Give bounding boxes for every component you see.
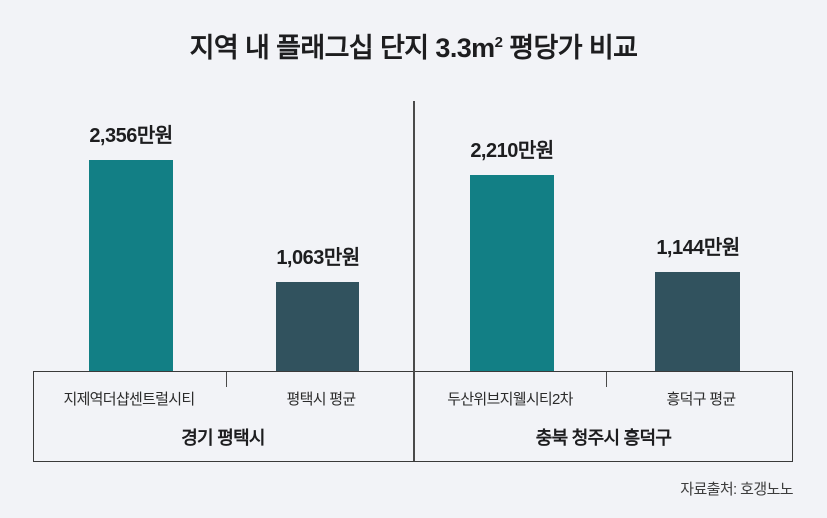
value-label-pyeongtaek-average: 1,063만원: [276, 247, 360, 269]
sub-category-label-pyeongtaek-average: 평택시 평균: [286, 391, 357, 408]
chart-title-superscript: 2: [494, 34, 503, 51]
sub-category-label-heungdeok-average: 흥덕구 평균: [666, 391, 737, 408]
bar-jijeyeok-the-sharp-central-city: [89, 160, 173, 371]
chart-title: 지역 내 플래그십 단지 3.3m2 평당가 비교: [0, 26, 827, 65]
bar-doosan-weve-zenith-city-2: [470, 175, 554, 371]
value-label-heungdeok-average: 1,144만원: [656, 237, 740, 259]
group-label-chungbuk-cheongju-heungdeok: 충북 청주시 흥덕구: [535, 428, 672, 448]
category-label-box: [33, 371, 793, 462]
sub-category-tick-right: [606, 372, 608, 387]
group-divider: [413, 101, 415, 461]
sub-category-tick-left: [226, 372, 228, 387]
sub-category-label-jijeyeok-the-sharp-central-city: 지제역더샵센트럴시티: [63, 391, 195, 408]
chart-title-text-after: 평당가 비교: [502, 33, 638, 63]
source-note: 자료출처: 호갱노노: [680, 481, 793, 498]
value-label-doosan-weve-zenith-city-2: 2,210만원: [470, 140, 554, 162]
group-label-gyeonggi-pyeongtaek: 경기 평택시: [181, 428, 265, 448]
value-label-jijeyeok-the-sharp-central-city: 2,356만원: [89, 125, 173, 147]
bar-heungdeok-average: [655, 272, 740, 371]
sub-category-label-doosan-weve-zenith-city-2: 두산위브지웰시티2차: [447, 391, 573, 408]
chart-title-text-before: 지역 내 플래그십 단지 3.3m: [189, 33, 496, 63]
bar-pyeongtaek-average: [276, 282, 359, 371]
